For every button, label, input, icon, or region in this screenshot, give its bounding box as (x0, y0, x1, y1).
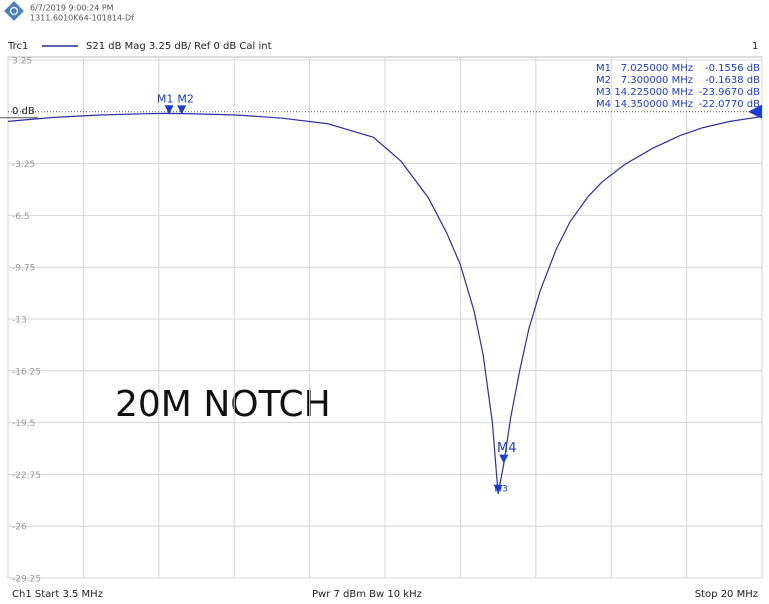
y-tick-label: -26 (12, 523, 27, 533)
trace-name: Trc1 (7, 41, 28, 52)
marker-label: M4 (497, 441, 517, 456)
marker-table-name: M1 (596, 63, 611, 74)
y-tick-label: -6.5 (12, 212, 30, 222)
marker-table-freq: 14.350000 MHz (614, 99, 693, 110)
footer-start: Ch1 Start 3.5 MHz (12, 589, 103, 600)
y-tick-label: 3.25 (12, 57, 32, 67)
logo (4, 1, 24, 21)
marker-table-value: -0.1638 dB (705, 75, 760, 86)
y-tick-label: -19.5 (12, 419, 35, 429)
marker-triangle (493, 484, 503, 494)
marker-table-value: -0.1556 dB (705, 63, 760, 74)
marker-triangle (164, 105, 174, 115)
marker-label: M3 (494, 484, 508, 494)
y-tick-label: -22.75 (12, 471, 41, 481)
y-tick-label: -29.25 (12, 575, 41, 585)
trace-settings: S21 dB Mag 3.25 dB/ Ref 0 dB Cal int (86, 41, 272, 52)
y-tick-label: -13 (12, 316, 27, 326)
marker-table-freq: 7.300000 MHz (621, 75, 693, 86)
marker-table-value: -22.0770 dB (699, 99, 760, 110)
reference-arrow (748, 104, 762, 119)
marker-label: M2 (177, 92, 194, 105)
y-tick-label: 0 dB (12, 106, 35, 117)
timestamp: 6/7/2019 9:00:24 PM (30, 4, 114, 13)
serial: 1311.6010K64-101814-Df (30, 14, 134, 23)
marker-table-name: M4 (596, 99, 611, 110)
footer-stop: Stop 20 MHz (695, 589, 758, 600)
marker-triangle (499, 454, 509, 464)
marker-label: M1 (157, 92, 174, 105)
y-tick-label: -3.25 (12, 160, 35, 170)
marker-triangle (177, 105, 187, 115)
y-tick-label: -9.75 (12, 264, 35, 274)
marker-table-name: M3 (596, 87, 611, 98)
channel-number: 1 (752, 41, 758, 52)
marker-table-name: M2 (596, 75, 611, 86)
marker-table-value: -23.9670 dB (699, 87, 760, 98)
annotation: 20M NOTCH (115, 384, 331, 425)
marker-table-freq: 14.225000 MHz (614, 87, 693, 98)
y-tick-label: -16.25 (12, 367, 41, 377)
trace-line (7, 112, 763, 494)
marker-table-freq: 7.025000 MHz (621, 63, 693, 74)
footer-power: Pwr 7 dBm Bw 10 kHz (312, 589, 422, 600)
